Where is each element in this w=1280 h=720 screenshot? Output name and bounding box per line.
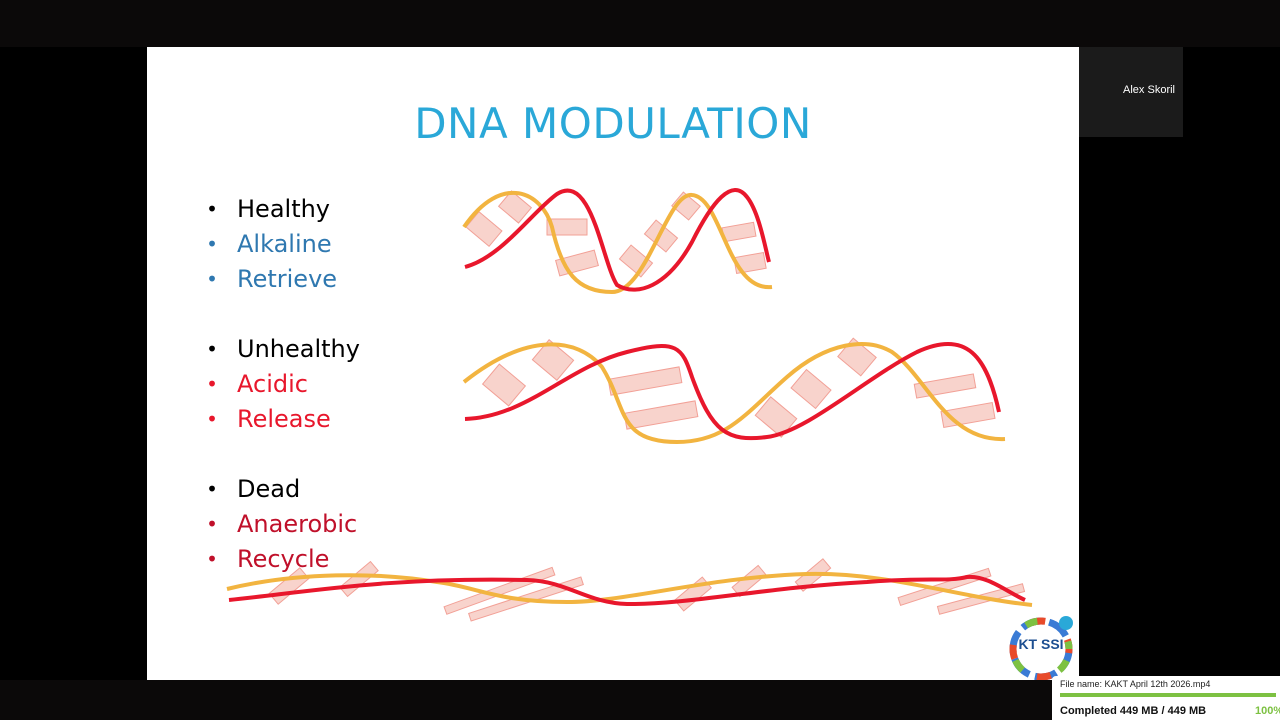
bullet-icon: • [206,337,218,361]
top-black-bar [0,0,1280,47]
dna-helix-illustrations [226,188,1033,622]
bullet-icon: • [206,197,218,221]
unhealthy-helix [462,337,1006,445]
logo-text: KT SSI [1018,636,1063,652]
participant-name: Alex Skoril [1123,84,1175,96]
bullet-icon: • [206,407,218,431]
download-percent: 100% [1255,705,1280,717]
alkaline-label: Alkaline [237,230,332,258]
dead-helix [226,558,1033,622]
retrieve-label: Retrieve [237,265,338,293]
download-status-panel[interactable]: File name: KAKT April 12th 2026.mp4 Comp… [1052,676,1280,720]
download-status: Completed 449 MB / 449 MB [1060,705,1207,717]
download-file-name: File name: KAKT April 12th 2026.mp4 [1060,679,1211,689]
bullet-icon: • [206,547,218,571]
unhealthy-label: Unhealthy [237,335,360,363]
healthy-helix [462,188,773,295]
slide-title: DNA MODULATION [414,99,812,148]
acidic-label: Acidic [237,370,308,398]
release-label: Release [237,405,331,433]
bullet-icon: • [206,512,218,536]
bullet-icon: • [206,267,218,291]
download-progress-bar [1060,693,1276,697]
bullet-icon: • [206,372,218,396]
download-progress-fill [1060,693,1276,697]
dead-label: Dead [237,475,301,503]
participant-video-tile[interactable]: Alex Skoril [1079,47,1183,137]
kt-ssi-logo-icon: KT SSI [1006,615,1076,680]
healthy-label: Healthy [237,195,331,223]
recycle-label: Recycle [237,545,330,573]
anaerobic-label: Anaerobic [237,510,358,538]
bullet-icon: • [206,477,218,501]
presentation-slide: DNA MODULATION [147,47,1079,680]
bullet-icon: • [206,232,218,256]
